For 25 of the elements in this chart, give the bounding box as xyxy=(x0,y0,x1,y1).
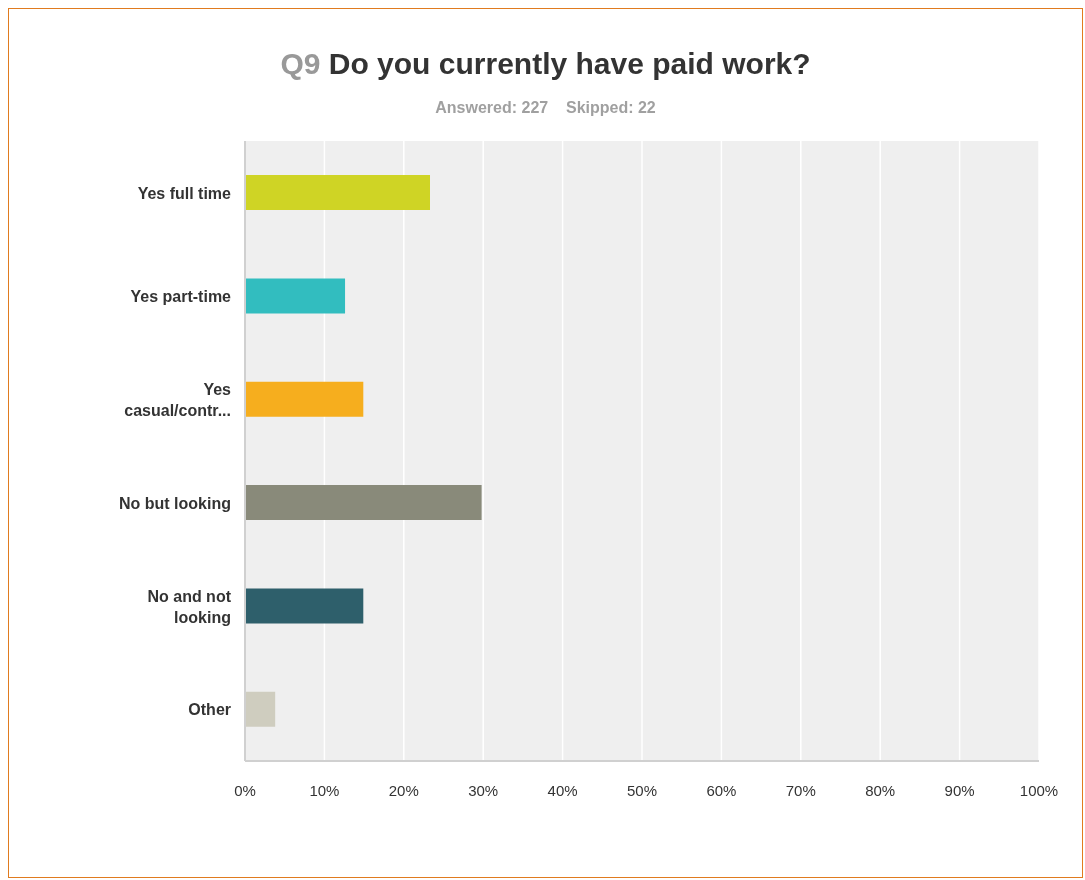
chart-subtitle: Answered: 227 Skipped: 22 xyxy=(434,99,657,117)
x-tick-label: 80% xyxy=(865,781,896,799)
bar xyxy=(245,588,364,624)
y-tick-label: Yes casual/contr... xyxy=(124,380,232,419)
x-tick-label: 70% xyxy=(785,781,816,799)
x-tick-label: 0% xyxy=(234,781,256,799)
bar xyxy=(245,278,346,314)
y-tick-label: Yes part-time xyxy=(130,287,232,305)
y-tick-label: No and not looking xyxy=(147,587,232,625)
bar xyxy=(245,175,430,211)
x-tick-label: 10% xyxy=(309,781,340,799)
x-tick-label: 60% xyxy=(706,781,737,799)
x-tick-label: 50% xyxy=(626,781,658,799)
x-tick-label: 100% xyxy=(1019,781,1059,799)
bar xyxy=(245,485,482,521)
x-tick-label: 30% xyxy=(468,781,499,799)
x-tick-label: 40% xyxy=(547,781,578,799)
bar xyxy=(245,381,364,417)
x-tick-label: 90% xyxy=(944,781,975,799)
x-tick-label: 20% xyxy=(388,781,419,799)
y-tick-label: Yes full time xyxy=(137,184,232,202)
y-tick-label: No but looking xyxy=(119,494,231,512)
bar xyxy=(245,691,276,727)
chart-title: Q9 Do you currently have paid work? xyxy=(279,47,812,81)
y-tick-label: Other xyxy=(188,700,231,718)
